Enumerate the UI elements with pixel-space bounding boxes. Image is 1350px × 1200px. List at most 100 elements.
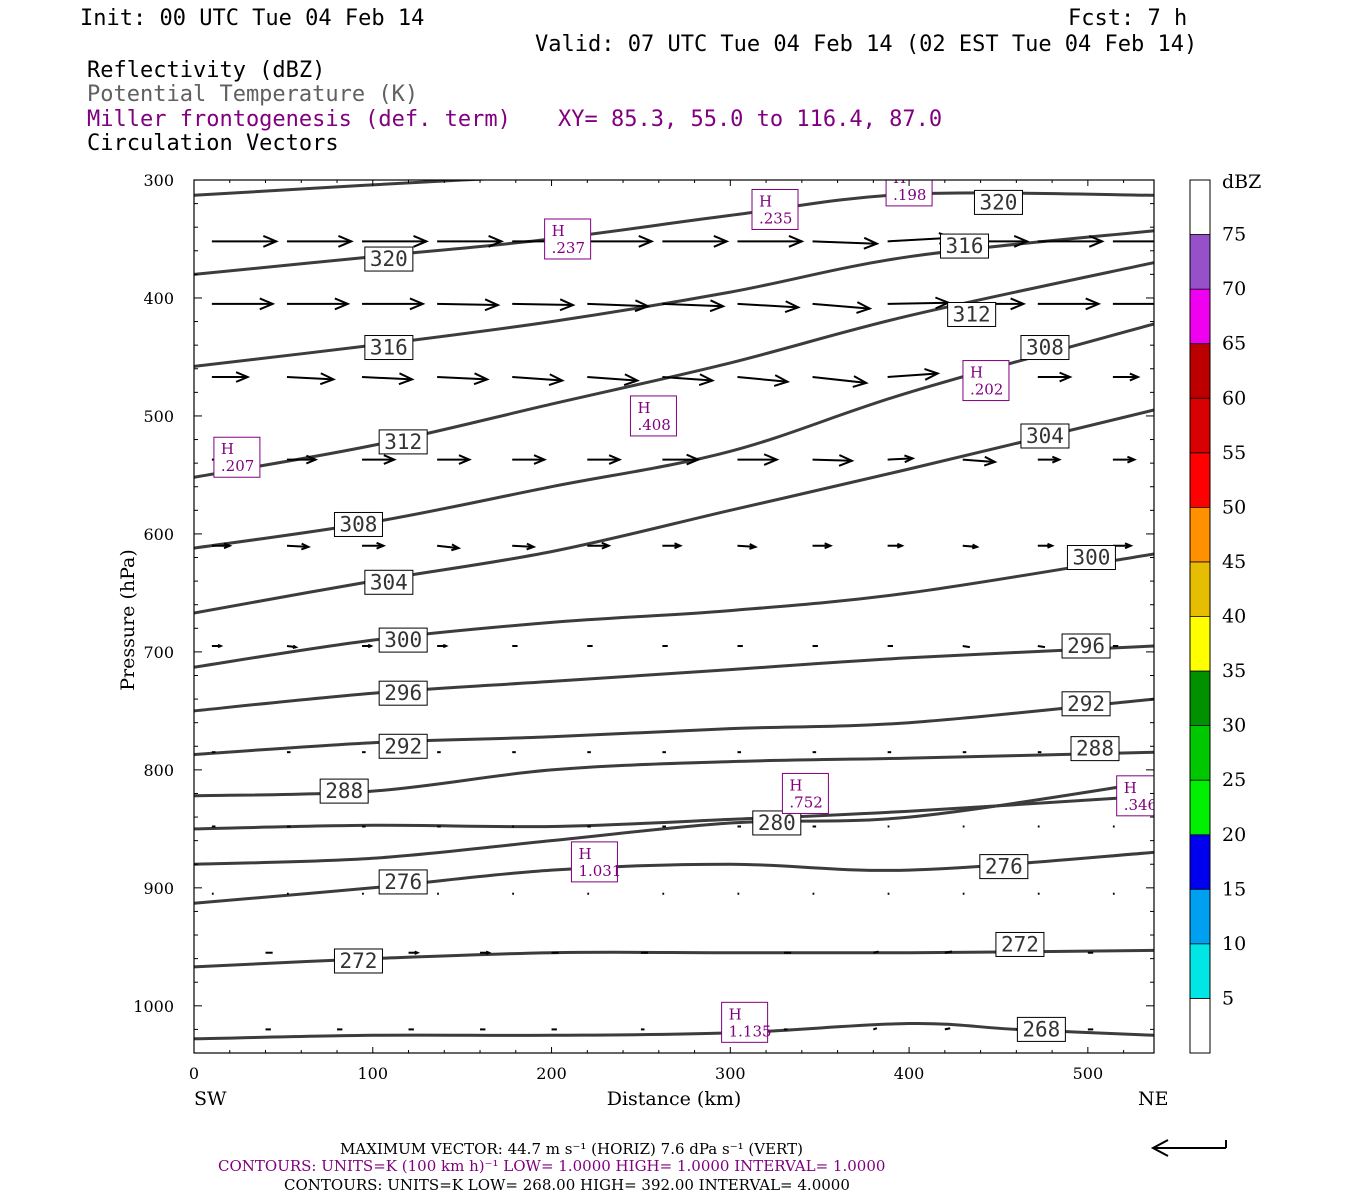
circulation-vector [437,454,472,465]
x-start-label-sw: SW [194,1088,227,1110]
vector-shaft [437,544,459,550]
vector-head [904,454,916,464]
circulation-vector [362,454,397,465]
circulation-vector [587,454,623,465]
colorbar-segment [1190,343,1210,399]
circulation-vector [812,454,855,467]
theta-label-box [378,869,428,895]
circulation-vector [286,542,311,551]
theta-label-308: 308 [1020,335,1070,361]
frontogenesis-maxima: H.198H.235H.237H.202H.408H.207H.752H1.03… [213,180,1154,1043]
vector-head [698,373,715,387]
vector-head [1127,455,1137,464]
circulation-vector [437,372,490,386]
vector-head [983,455,998,467]
circulation-vector [362,297,426,311]
colorbar-tick-label: 25 [1222,769,1246,791]
vector-head [458,454,472,465]
circulation-vector [944,1027,951,1031]
vector-shaft [361,376,413,381]
fronto-max-label: H [759,192,772,210]
fronto-contour-info: CONTOURS: UNITS=K (100 km h)⁻¹ LOW= 1.00… [218,1157,885,1175]
colorbar-tick-label: 20 [1222,824,1246,846]
colorbar-tick-label: 30 [1222,715,1246,737]
theta-label-text: 288 [325,779,363,803]
theta-label-text: 292 [384,734,422,758]
circulation-vector [587,234,655,248]
theta-label-320: 320 [973,189,1023,215]
fronto-max-value: .752 [789,793,822,811]
vector-head [319,372,337,386]
fronto-max-value: .198 [893,186,926,204]
vector-head [1088,234,1105,248]
x-end-label-ne: NE [1138,1088,1169,1110]
theta-label-text: 296 [384,681,422,705]
x-tick-label: 300 [715,1064,746,1083]
theta-label-272: 272 [333,948,383,974]
theta-label-box [333,948,383,974]
vector-shaft [512,302,574,307]
colorbar-segment [1190,725,1210,781]
theta-contour-268 [194,1021,1154,1041]
theta-label-box [1066,545,1116,571]
circulation-vector [1112,455,1137,464]
vector-shaft [587,376,638,382]
circulation-vector [587,299,651,313]
vector-head [559,298,576,312]
vector-shaft [437,376,488,381]
theta-label-316: 316 [364,335,414,361]
circulation-vector [962,455,998,467]
circulation-vector [1037,297,1102,311]
circulation-vector [662,373,715,387]
theta-contour-labels: 320 320 316 316 312 312 308 308 304 304 300 300 296 2… [319,189,1120,1042]
fronto-max-frame [1116,775,1154,817]
field-fronto-label: Miller frontogenesis (def. term) [87,107,511,132]
vector-head [1124,542,1134,550]
circulation-vector [812,301,873,314]
theta-label-box [1070,736,1120,762]
theta-label-box [319,778,369,804]
colorbar-tick-label: 10 [1222,933,1246,955]
fronto-max-label: H [970,364,983,382]
theta-label-box [1061,691,1111,717]
vector-head [713,234,730,248]
circulation-vector [362,234,429,248]
theta-contour-info: CONTOURS: UNITS=K LOW= 268.00 HIGH= 392.… [284,1176,850,1194]
vector-head [442,643,449,649]
theta-label-text: 272 [1001,932,1039,956]
vector-head [414,950,421,955]
circulation-vector [737,374,791,387]
vector-head [451,543,462,552]
theta-label-296: 296 [378,680,428,706]
colorbar-segment [1190,507,1210,562]
vector-head [638,234,655,248]
colorbar-segment [1190,998,1210,1053]
vector-shaft [587,302,649,308]
vector-head [409,297,426,311]
colorbar-segment [1190,561,1210,617]
theta-label-box [378,680,428,706]
vector-shaft [812,302,870,310]
circulation-vector [887,296,951,310]
vector-head [863,236,880,250]
vector-head [773,374,791,387]
fronto-max-box: H.198 [885,180,933,207]
theta-label-288: 288 [1070,736,1120,762]
vector-head [686,453,701,466]
theta-label-text: 300 [384,628,422,652]
vector-head [1010,297,1027,311]
theta-label-292: 292 [1061,691,1111,717]
vector-head [259,297,276,311]
theta-label-304: 304 [1020,423,1070,449]
vector-head [1153,297,1154,311]
circulation-vector [662,453,701,466]
fronto-max-box: H.408 [629,395,677,437]
theta-label-text: 288 [1076,737,1114,761]
theta-label-box [378,733,428,759]
vector-head [488,234,505,248]
max-vector-text: MAXIMUM VECTOR: 44.7 m s⁻¹ (HORIZ) 7.6 d… [340,1140,803,1158]
fronto-max-value: .235 [759,209,792,227]
theta-contour-280 [194,794,1154,831]
vector-head [383,454,397,465]
